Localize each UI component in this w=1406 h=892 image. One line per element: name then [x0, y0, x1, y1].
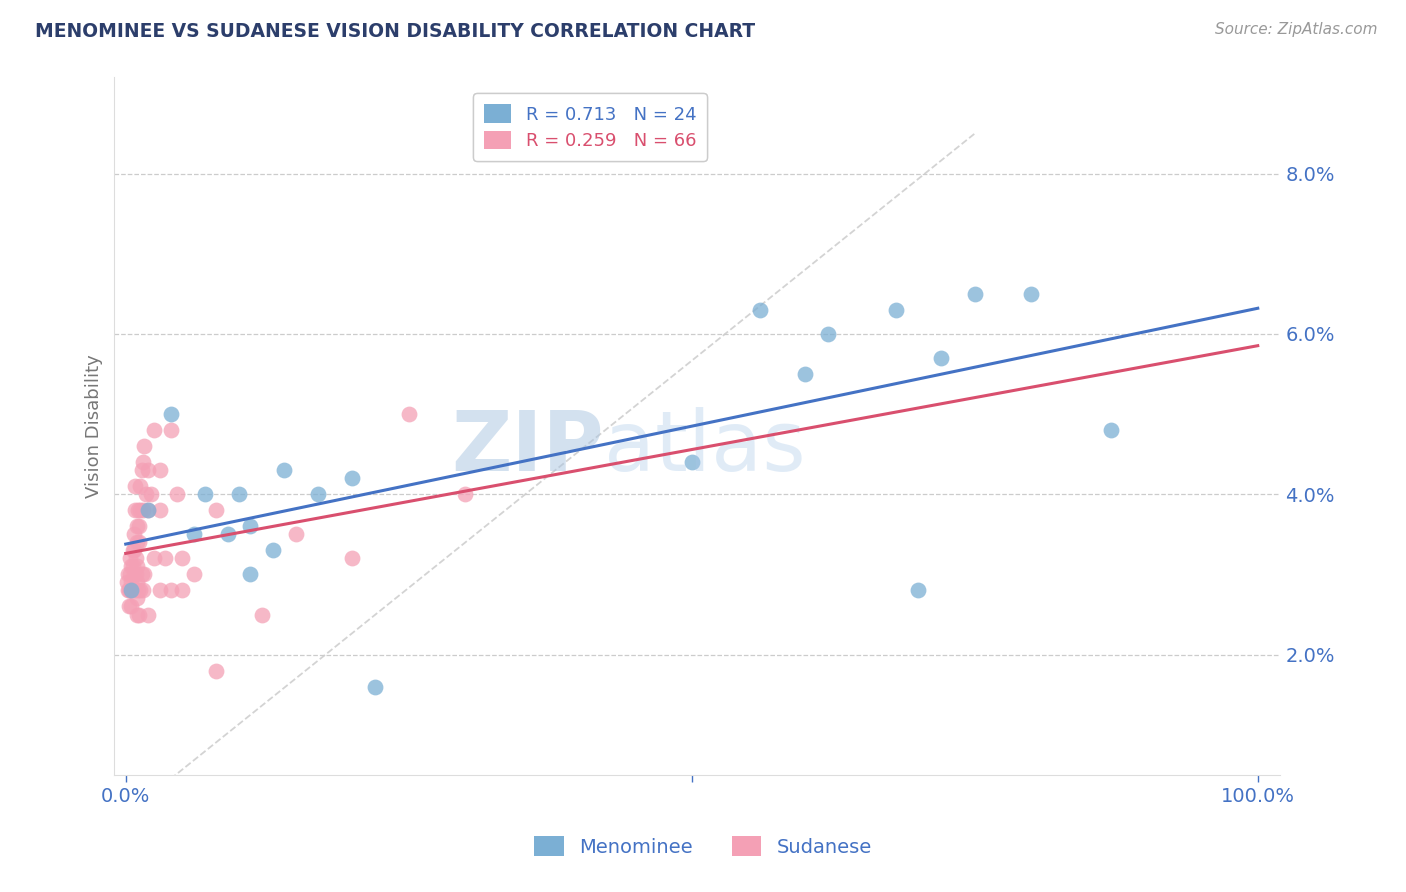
Point	[120, 551, 142, 566]
Point	[817, 326, 839, 341]
Point	[122, 567, 145, 582]
Point	[194, 487, 217, 501]
Point	[125, 575, 148, 590]
Point	[120, 575, 142, 590]
Point	[239, 519, 262, 533]
Point	[125, 519, 148, 533]
Point	[160, 407, 183, 421]
Text: ZIP: ZIP	[451, 407, 605, 488]
Point	[794, 367, 817, 381]
Point	[160, 423, 183, 437]
Point	[132, 439, 155, 453]
Point	[115, 575, 138, 590]
Point	[963, 286, 986, 301]
Point	[125, 559, 148, 574]
Point	[149, 463, 172, 477]
Point	[1099, 423, 1122, 437]
Point	[884, 302, 907, 317]
Point	[120, 583, 142, 598]
Point	[1021, 286, 1043, 301]
Point	[127, 583, 149, 598]
Point	[217, 527, 239, 541]
Point	[118, 583, 141, 598]
Point	[118, 599, 141, 614]
Point	[160, 583, 183, 598]
Point	[340, 471, 363, 485]
Point	[125, 567, 148, 582]
Point	[125, 535, 148, 549]
Point	[454, 487, 477, 501]
Point	[166, 487, 188, 501]
Point	[122, 527, 145, 541]
Point	[681, 455, 703, 469]
Point	[120, 559, 142, 574]
Point	[129, 583, 152, 598]
Point	[132, 583, 155, 598]
Text: Source: ZipAtlas.com: Source: ZipAtlas.com	[1215, 22, 1378, 37]
Point	[340, 551, 363, 566]
Point	[117, 567, 139, 582]
Point	[128, 519, 150, 533]
Point	[284, 527, 307, 541]
Point	[748, 302, 770, 317]
Point	[205, 664, 228, 678]
Point	[129, 479, 152, 493]
Point	[132, 503, 155, 517]
Point	[124, 583, 146, 598]
Point	[138, 503, 160, 517]
Point	[122, 543, 145, 558]
Point	[138, 503, 160, 517]
Point	[155, 551, 177, 566]
Legend: Menominee, Sudanese: Menominee, Sudanese	[527, 829, 879, 864]
Point	[128, 607, 150, 622]
Point	[125, 607, 148, 622]
Point	[117, 583, 139, 598]
Point	[183, 527, 205, 541]
Point	[929, 351, 952, 365]
Point	[125, 551, 148, 566]
Point	[138, 463, 160, 477]
Point	[364, 680, 387, 694]
Point	[228, 487, 250, 501]
Text: atlas: atlas	[605, 407, 806, 488]
Point	[149, 583, 172, 598]
Point	[127, 503, 149, 517]
Point	[398, 407, 420, 421]
Point	[120, 599, 142, 614]
Point	[129, 503, 152, 517]
Point	[262, 543, 284, 558]
Point	[135, 487, 157, 501]
Point	[907, 583, 929, 598]
Point	[149, 503, 172, 517]
Point	[250, 607, 273, 622]
Y-axis label: Vision Disability: Vision Disability	[86, 354, 103, 498]
Legend: R = 0.713   N = 24, R = 0.259   N = 66: R = 0.713 N = 24, R = 0.259 N = 66	[474, 94, 707, 161]
Point	[143, 551, 166, 566]
Point	[132, 567, 155, 582]
Point	[307, 487, 329, 501]
Point	[121, 559, 143, 574]
Point	[131, 463, 153, 477]
Point	[120, 583, 142, 598]
Point	[124, 479, 146, 493]
Point	[132, 455, 155, 469]
Point	[138, 607, 160, 622]
Point	[139, 487, 162, 501]
Point	[205, 503, 228, 517]
Point	[128, 535, 150, 549]
Text: MENOMINEE VS SUDANESE VISION DISABILITY CORRELATION CHART: MENOMINEE VS SUDANESE VISION DISABILITY …	[35, 22, 755, 41]
Point	[183, 567, 205, 582]
Point	[120, 567, 142, 582]
Point	[121, 543, 143, 558]
Point	[131, 567, 153, 582]
Point	[273, 463, 295, 477]
Point	[239, 567, 262, 582]
Point	[172, 583, 194, 598]
Point	[124, 503, 146, 517]
Point	[143, 423, 166, 437]
Point	[172, 551, 194, 566]
Point	[125, 591, 148, 606]
